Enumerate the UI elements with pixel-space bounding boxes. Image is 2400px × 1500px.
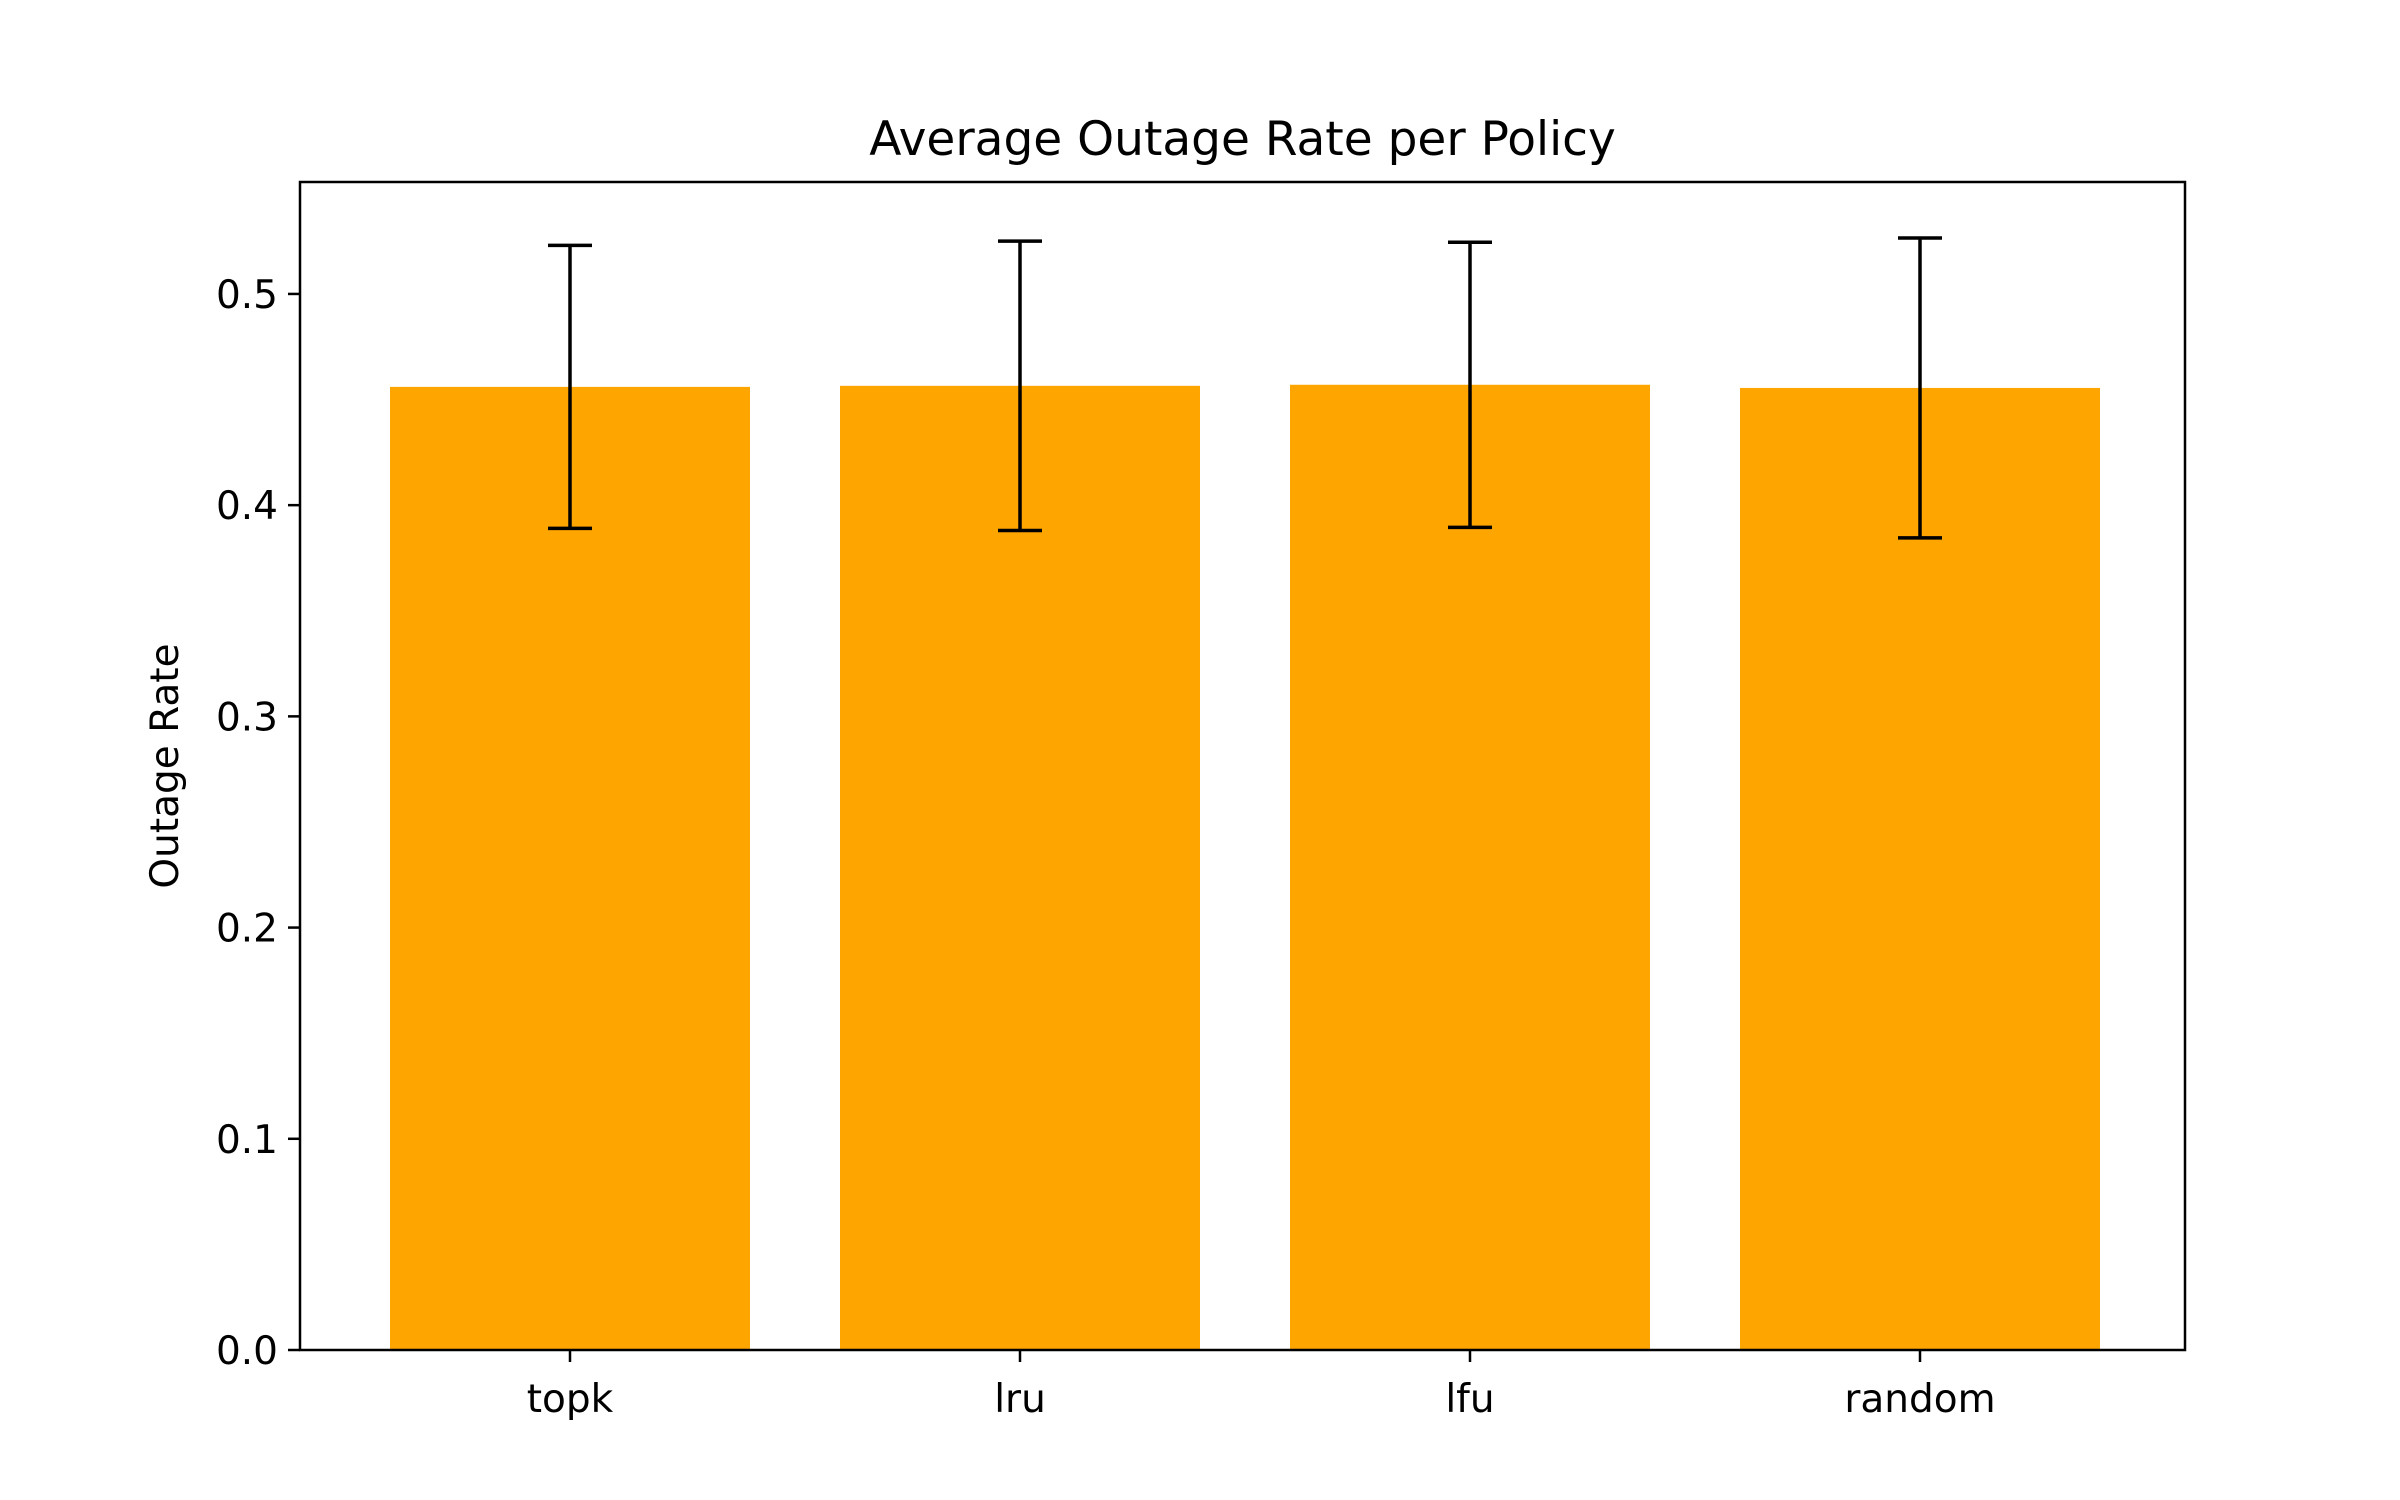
plot-frame <box>298 180 2187 1352</box>
y-tick-label-4: 0.4 <box>216 484 278 529</box>
bar-topk <box>390 386 750 1350</box>
y-tick-label-5: 0.5 <box>216 273 278 318</box>
bar-random <box>1740 387 2100 1350</box>
y-axis-ticks: 0.0 0.1 0.2 0.3 0.4 0.5 <box>216 273 300 1374</box>
bar-lru <box>840 385 1200 1350</box>
y-axis-title: Outage Rate <box>143 643 188 888</box>
x-axis-ticks: topk lru lfu random <box>527 1350 1996 1422</box>
y-tick-label-0: 0.0 <box>216 1329 278 1374</box>
bars-layer <box>390 384 2100 1350</box>
y-tick-label-1: 0.1 <box>216 1118 278 1163</box>
x-tick-label-lfu: lfu <box>1445 1377 1494 1422</box>
x-tick-label-lru: lru <box>994 1377 1046 1422</box>
y-tick-label-3: 0.3 <box>216 695 278 740</box>
x-tick-label-topk: topk <box>527 1377 614 1422</box>
y-tick-label-2: 0.2 <box>216 907 278 952</box>
x-tick-label-random: random <box>1844 1377 1995 1422</box>
bar-lfu <box>1290 384 1650 1350</box>
error-bars-layer <box>548 236 1942 540</box>
chart-title: Average Outage Rate per Policy <box>869 112 1616 167</box>
